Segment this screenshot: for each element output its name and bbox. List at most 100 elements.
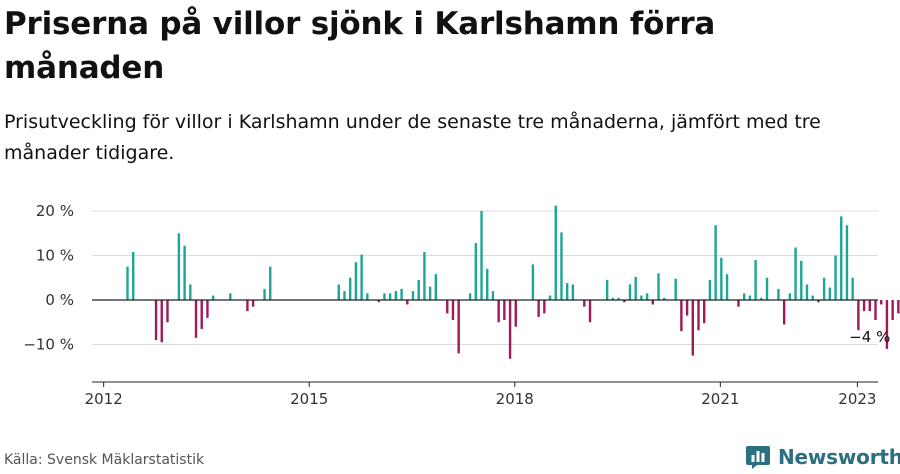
bar xyxy=(423,251,426,300)
brand-name: Newsworthy xyxy=(778,445,900,469)
bar xyxy=(400,288,403,301)
x-tick-label: 2015 xyxy=(290,390,328,408)
bar xyxy=(508,300,512,359)
bar xyxy=(845,225,849,300)
bar xyxy=(377,300,380,303)
bar xyxy=(497,300,500,323)
bar xyxy=(857,300,860,331)
bar xyxy=(674,278,677,300)
bar xyxy=(617,297,620,301)
bar xyxy=(605,279,609,300)
bar xyxy=(194,300,198,338)
bar xyxy=(366,293,369,301)
bar xyxy=(742,293,746,301)
bar xyxy=(446,300,449,314)
chart-title: Priserna på villor sjönk i Karlshamn för… xyxy=(4,6,716,86)
bar xyxy=(777,288,780,301)
bar xyxy=(166,300,169,323)
bar xyxy=(788,293,792,301)
bar xyxy=(200,300,203,329)
bar xyxy=(480,211,483,300)
x-tick-label: 2023 xyxy=(838,390,876,408)
bar xyxy=(645,293,649,301)
bar xyxy=(851,277,854,300)
bar xyxy=(560,232,563,300)
bar xyxy=(720,257,723,300)
bar xyxy=(474,243,478,300)
bar xyxy=(428,286,432,300)
bar xyxy=(348,277,352,300)
bar xyxy=(183,245,186,300)
bar xyxy=(132,251,135,300)
bar xyxy=(868,300,871,312)
bar xyxy=(491,291,495,300)
bar xyxy=(588,300,592,323)
bar xyxy=(571,284,575,300)
gridlines xyxy=(92,210,878,345)
bar xyxy=(383,293,386,301)
bar xyxy=(691,300,694,356)
bars xyxy=(126,205,900,359)
bar xyxy=(514,300,517,327)
chart-subtitle: Prisutveckling för villor i Karlshamn un… xyxy=(4,111,821,164)
y-tick-label: 0 % xyxy=(45,291,74,309)
y-tick-label: −10 % xyxy=(23,336,74,354)
bar xyxy=(354,262,358,300)
bar xyxy=(828,287,832,300)
bar xyxy=(885,300,889,349)
x-tick-label: 2021 xyxy=(701,390,739,408)
bar xyxy=(805,284,809,300)
bar xyxy=(177,233,181,300)
bar xyxy=(834,255,837,300)
brand-logo: Newsworthy xyxy=(745,443,900,471)
bar xyxy=(897,300,900,314)
bar xyxy=(537,300,540,317)
bar xyxy=(565,283,569,300)
bar xyxy=(269,266,272,301)
bar xyxy=(434,274,438,300)
bar xyxy=(406,300,409,305)
bar xyxy=(411,291,415,300)
bar xyxy=(680,300,683,332)
source-note: Källa: Svensk Mäklarstatistik xyxy=(4,452,205,468)
bar xyxy=(685,300,689,316)
bar xyxy=(154,300,158,341)
bar-chart: 20 % 10 % 0 % −10 % 2012 2015 2018 2021 2023 −4… xyxy=(23,202,900,408)
annotations: −4 % xyxy=(849,328,890,346)
bar xyxy=(486,268,489,300)
bar xyxy=(543,300,546,314)
bar xyxy=(160,300,163,343)
bar xyxy=(211,295,215,300)
bar xyxy=(874,300,877,321)
bar xyxy=(251,300,255,307)
y-axis-labels: 20 % 10 % 0 % −10 % xyxy=(23,202,74,354)
bar xyxy=(663,297,666,301)
bar xyxy=(628,284,632,300)
bar-chart-logo-icon xyxy=(746,446,770,469)
bar xyxy=(811,295,814,300)
bar xyxy=(394,291,398,300)
bar xyxy=(754,259,757,300)
bar xyxy=(840,216,843,300)
bar xyxy=(263,288,266,301)
bar xyxy=(531,264,535,300)
bar xyxy=(760,297,763,301)
bar xyxy=(468,293,472,301)
bar xyxy=(503,300,506,321)
bar xyxy=(714,225,717,300)
bar xyxy=(748,295,752,300)
bar xyxy=(782,300,786,325)
bar xyxy=(417,279,420,300)
bar xyxy=(554,205,557,300)
bar xyxy=(360,254,363,300)
y-tick-label: 20 % xyxy=(36,202,74,220)
bar xyxy=(229,293,232,301)
bar xyxy=(891,300,894,321)
bar xyxy=(640,295,643,300)
bar xyxy=(862,300,866,312)
bar xyxy=(343,291,346,300)
bar xyxy=(634,276,637,300)
bar xyxy=(337,284,340,300)
bar xyxy=(126,266,129,301)
bar xyxy=(817,300,820,303)
